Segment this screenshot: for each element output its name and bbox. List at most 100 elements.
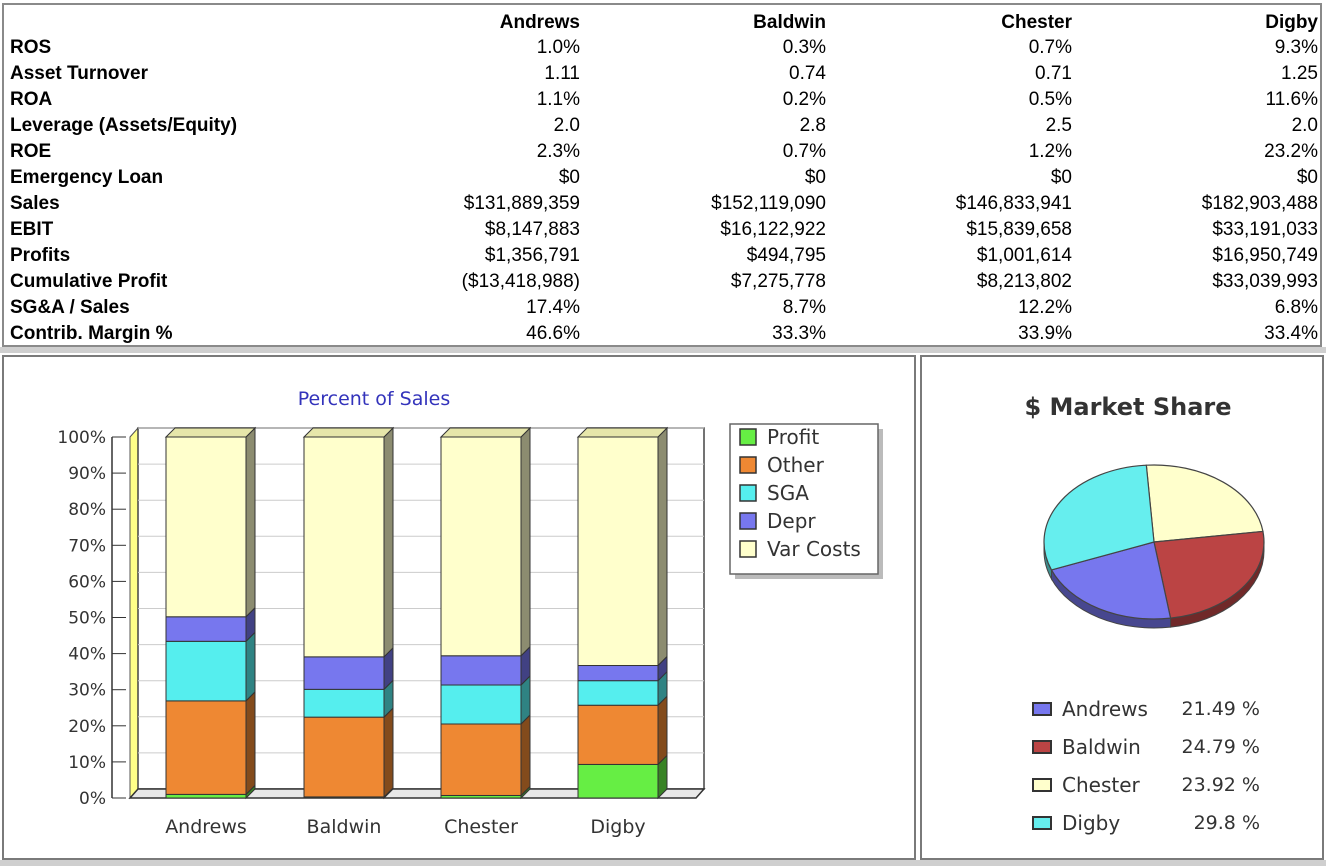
cell-andrews: 46.6% [526, 323, 580, 344]
pie-legend-swatch [1032, 740, 1052, 754]
row-label: Profits [10, 245, 71, 266]
table-row: SG&A / Sales 17.4% 8.7% 12.2% 6.8% [10, 295, 1318, 321]
table-row: Leverage (Assets/Equity) 2.0 2.8 2.5 2.0 [10, 113, 1318, 139]
legend-swatch [739, 512, 757, 530]
y-tick-label: 20% [68, 717, 106, 737]
row-label: Leverage (Assets/Equity) [10, 115, 238, 136]
bar-top-baldwin [302, 427, 395, 438]
cell-baldwin: 2.8 [799, 115, 826, 136]
row-label: Emergency Loan [10, 167, 164, 188]
cell-chester: $8,213,802 [976, 271, 1072, 292]
y-tick-label: 60% [68, 572, 106, 592]
cell-chester: 1.2% [1028, 141, 1072, 162]
cell-digby: $0 [1296, 167, 1318, 188]
bar-segment-baldwin-var-costs [303, 426, 394, 659]
bar-segment-baldwin-other [303, 706, 394, 799]
pie-legend-item: Andrews [1032, 697, 1148, 721]
cell-digby: $33,191,033 [1212, 219, 1318, 240]
cell-baldwin: 33.3% [772, 323, 826, 344]
table-row: ROS 1.0% 0.3% 0.7% 9.3% [10, 35, 1318, 61]
row-label: Asset Turnover [10, 63, 148, 84]
column-header-digby: Digby [1265, 12, 1318, 33]
cell-andrews: 1.11 [544, 63, 580, 84]
chart-title: Percent of Sales [298, 388, 450, 410]
percent-of-sales-chart: Percent of Sales 0% 10% 20% 30% 40% 50% 60% 70%… [57, 388, 883, 838]
cell-baldwin: $7,275,778 [730, 271, 826, 292]
financial-summary-table: Andrews Baldwin Chester Digby ROS 1.0% 0.3… [2, 3, 1322, 347]
pie-legend-label: Digby [1062, 811, 1121, 835]
cell-digby: 11.6% [1265, 89, 1318, 110]
legend-label: Depr [767, 509, 816, 533]
pie-legend-item: Baldwin [1032, 735, 1141, 759]
legend-label: Other [767, 453, 825, 477]
cell-chester: 33.9% [1018, 323, 1072, 344]
x-tick-label: Chester [444, 816, 518, 838]
pie-slice-andrews [1050, 541, 1172, 620]
legend-swatch [739, 540, 757, 558]
row-label: SG&A / Sales [10, 297, 130, 318]
cell-andrews: 2.0 [553, 115, 580, 136]
bar-segment-chester-other [440, 713, 531, 797]
cell-andrews: 1.1% [536, 89, 580, 110]
cell-digby: 2.0 [1291, 115, 1318, 136]
pie-slice-baldwin [1153, 530, 1265, 619]
table-row: ROE 2.3% 0.7% 1.2% 23.2% [10, 139, 1318, 165]
cell-baldwin: $494,795 [746, 245, 826, 266]
pie-slice-digby [1043, 464, 1155, 571]
y-tick-label: 30% [68, 681, 106, 701]
bar-segment-andrews-other [165, 690, 256, 796]
y-tick-label: 100% [57, 428, 106, 448]
table-header-row: Andrews Baldwin Chester Digby [10, 11, 1318, 35]
cell-digby: 33.4% [1264, 323, 1318, 344]
y-tick-label: 50% [68, 609, 106, 629]
legend-swatch [739, 456, 757, 474]
cell-digby: $33,039,993 [1212, 271, 1318, 292]
table-row: Cumulative Profit ($13,418,988) $7,275,778… [10, 269, 1318, 295]
cell-chester: 2.5 [1045, 115, 1072, 136]
row-label: ROE [10, 141, 52, 162]
row-label: EBIT [10, 219, 54, 240]
bar-segment-digby-profit [577, 754, 668, 800]
market-share-chart: $ Market Share [1024, 393, 1265, 629]
y-tick-label: 80% [68, 500, 106, 520]
bar-segment-digby-var-costs [577, 426, 668, 667]
cell-chester: $146,833,941 [955, 193, 1072, 214]
legend-swatch [739, 428, 757, 446]
x-tick-label: Andrews [165, 816, 247, 838]
summary-grid: Andrews Baldwin Chester Digby ROS 1.0% 0.3… [10, 11, 1318, 347]
cell-baldwin: $16,122,922 [720, 219, 826, 240]
cell-digby: $182,903,488 [1201, 193, 1318, 214]
cell-digby: 9.3% [1274, 37, 1318, 58]
bar-segment-chester-var-costs [440, 426, 531, 657]
cell-baldwin: 0.3% [782, 37, 826, 58]
y-tick-label: 90% [68, 464, 106, 484]
cell-andrews: $131,889,359 [463, 193, 580, 214]
legend-label: Var Costs [767, 537, 861, 561]
legend-label: SGA [767, 481, 809, 505]
bar-segment-digby-other [577, 695, 668, 766]
y-tick-label: 0% [79, 789, 106, 809]
cell-chester: $15,839,658 [966, 219, 1072, 240]
legend-label: Profit [767, 425, 819, 449]
cell-digby: 6.8% [1274, 297, 1318, 318]
cell-digby: 23.2% [1264, 141, 1318, 162]
cell-andrews: 2.3% [536, 141, 580, 162]
pie-legend-swatch [1032, 816, 1052, 830]
bar-top-chester [439, 427, 532, 438]
legend-swatch [739, 484, 757, 502]
table-row: Asset Turnover 1.11 0.74 0.71 1.25 [10, 61, 1318, 87]
row-label: Sales [10, 193, 60, 214]
cell-baldwin: 0.74 [789, 63, 826, 84]
table-row: Sales $131,889,359 $152,119,090 $146,833,94… [10, 191, 1318, 217]
row-label: Cumulative Profit [10, 271, 168, 292]
bar-segment-digby-sga [577, 670, 668, 707]
pie-legend-value: 21.49 % [1181, 698, 1261, 720]
y-tick-label: 10% [68, 753, 106, 773]
cell-digby: 1.25 [1281, 63, 1318, 84]
cell-baldwin: 0.7% [782, 141, 826, 162]
table-row: Emergency Loan $0 $0 $0 $0 [10, 165, 1318, 191]
bar-segment-andrews-var-costs [165, 426, 256, 618]
cell-chester: $1,001,614 [976, 245, 1072, 266]
cell-chester: 0.71 [1035, 63, 1072, 84]
x-tick-label: Baldwin [307, 816, 382, 838]
